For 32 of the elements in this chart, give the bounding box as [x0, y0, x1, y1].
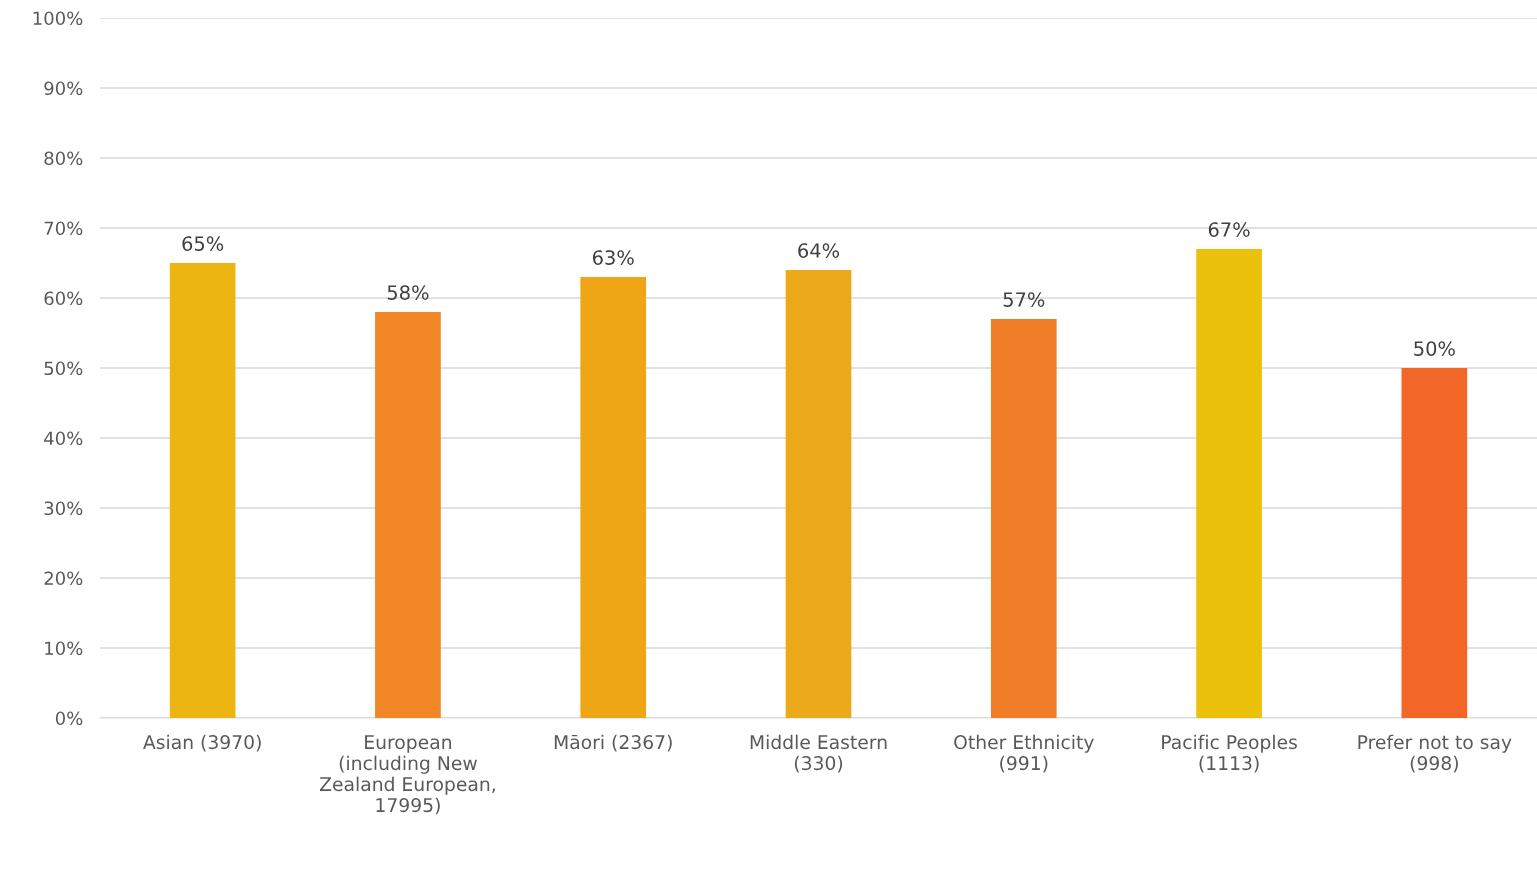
bar	[1196, 249, 1262, 718]
x-tick-label: Asian (3970)	[143, 734, 261, 752]
y-tick-label: 100%	[33, 11, 83, 26]
x-tick-label: Prefer not to say (998)	[1358, 734, 1512, 773]
bar	[785, 270, 852, 718]
bar	[375, 312, 441, 718]
data-label: 50%	[1414, 341, 1455, 356]
y-tick-label: 30%	[44, 501, 83, 516]
y-tick-label: 70%	[44, 221, 83, 236]
y-tick-label: 50%	[44, 361, 83, 376]
bar	[990, 319, 1057, 718]
x-tick-label: Māori (2367)	[554, 734, 672, 752]
x-tick-label: Other Ethnicity (991)	[954, 734, 1094, 773]
y-tick-label: 40%	[44, 431, 83, 446]
y-tick-label: 20%	[44, 571, 83, 586]
data-label: 63%	[592, 250, 634, 265]
data-label: 58%	[387, 285, 429, 300]
y-tick-label: 0%	[55, 711, 83, 726]
y-tick-label: 10%	[45, 641, 83, 656]
x-tick-label: Pacific Peoples (1113)	[1162, 734, 1297, 773]
bar	[1401, 368, 1468, 718]
x-tick-label: European (including New Zealand European, 17995)	[319, 735, 495, 815]
x-tick-label: Middle Eastern (330)	[750, 734, 887, 773]
data-label: 57%	[1003, 292, 1045, 307]
data-label: 64%	[798, 243, 840, 258]
y-tick-label: 60%	[44, 291, 83, 306]
bar	[580, 277, 647, 718]
data-label: 65%	[182, 236, 224, 251]
bar	[169, 263, 236, 718]
y-tick-label: 90%	[44, 81, 83, 96]
y-tick-label: 80%	[44, 151, 83, 166]
data-label: 67%	[1208, 222, 1250, 237]
